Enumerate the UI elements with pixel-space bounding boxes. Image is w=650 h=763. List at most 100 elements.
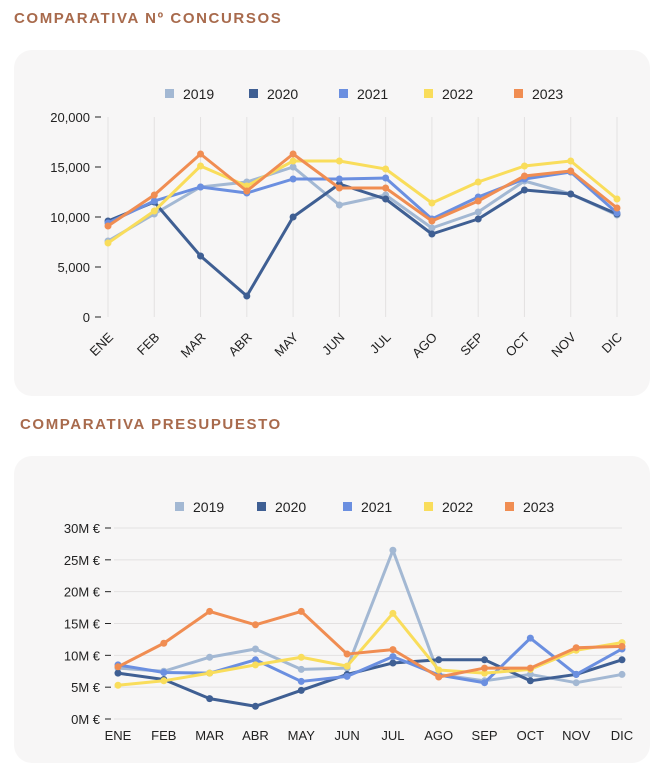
- x-tick-label: ENE: [105, 728, 132, 743]
- data-point: [520, 186, 528, 194]
- data-point: [613, 204, 621, 212]
- legend-label: 2020: [267, 86, 298, 102]
- data-point: [613, 195, 621, 203]
- data-point: [206, 669, 214, 677]
- y-tick-label: 0M €: [71, 712, 101, 727]
- legend-swatch: [339, 89, 348, 98]
- legend-label: 2022: [442, 86, 473, 102]
- data-point: [526, 664, 534, 672]
- data-point: [572, 644, 580, 652]
- y-tick-label: 15,000: [50, 160, 90, 175]
- data-point: [474, 197, 482, 205]
- data-point: [251, 702, 259, 710]
- x-tick-label: DIC: [611, 728, 633, 743]
- legend-swatch: [257, 502, 266, 511]
- data-point: [251, 621, 259, 629]
- legend-label: 2022: [442, 499, 473, 515]
- data-point: [197, 252, 205, 260]
- data-point: [114, 669, 122, 677]
- data-point: [104, 239, 112, 247]
- data-point: [335, 201, 343, 209]
- chart-title-concursos: COMPARATIVA Nº CONCURSOS: [14, 10, 283, 27]
- data-point: [481, 669, 489, 677]
- legend-swatch: [424, 89, 433, 98]
- data-point: [160, 677, 168, 685]
- x-tick-label: MAR: [195, 728, 224, 743]
- data-point: [389, 653, 397, 661]
- data-point: [428, 217, 436, 225]
- data-point: [481, 679, 489, 687]
- data-point: [206, 695, 214, 703]
- data-point: [526, 677, 534, 685]
- data-point: [289, 163, 297, 171]
- series-line-2019: [106, 165, 619, 243]
- data-point: [243, 292, 251, 300]
- data-point: [474, 178, 482, 186]
- data-point: [197, 183, 205, 191]
- legend-swatch: [175, 502, 184, 511]
- data-point: [206, 653, 214, 661]
- series-line-2023: [116, 609, 624, 679]
- data-point: [114, 681, 122, 689]
- data-point: [114, 663, 122, 671]
- x-tick-label: NOV: [562, 728, 591, 743]
- data-point: [251, 656, 259, 664]
- data-point: [428, 199, 436, 207]
- legend-swatch: [514, 89, 523, 98]
- y-tick-label: 20,000: [50, 110, 90, 125]
- series-2022: [104, 157, 621, 247]
- data-point: [297, 665, 305, 673]
- data-point: [572, 670, 580, 678]
- data-point: [150, 197, 158, 205]
- y-tick-label: 10M €: [64, 648, 101, 663]
- x-tick-label: OCT: [517, 728, 545, 743]
- data-point: [104, 222, 112, 230]
- data-point: [382, 195, 390, 203]
- data-point: [526, 670, 534, 678]
- data-point: [343, 672, 351, 680]
- y-tick-label: 0: [83, 310, 90, 325]
- data-point: [335, 184, 343, 192]
- data-point: [567, 190, 575, 198]
- data-point: [428, 224, 436, 232]
- data-point: [435, 673, 443, 681]
- data-point: [382, 174, 390, 182]
- data-point: [428, 230, 436, 238]
- data-point: [243, 187, 251, 195]
- legend-label: 2019: [183, 86, 214, 102]
- legend-label: 2020: [275, 499, 306, 515]
- data-point: [567, 167, 575, 175]
- x-tick-label: JUL: [381, 728, 404, 743]
- data-point: [251, 661, 259, 669]
- data-point: [206, 607, 214, 615]
- series-2023: [114, 607, 626, 681]
- data-point: [474, 215, 482, 223]
- chart-title-presupuesto: COMPARATIVA PRESUPUESTO: [20, 416, 282, 433]
- data-point: [197, 162, 205, 170]
- data-point: [297, 677, 305, 685]
- data-point: [382, 165, 390, 173]
- series-line-2021: [106, 170, 619, 225]
- x-tick-label: SEP: [472, 728, 498, 743]
- y-tick-label: 30M €: [64, 521, 101, 536]
- data-point: [526, 634, 534, 642]
- data-point: [520, 172, 528, 180]
- x-tick-label: JUN: [334, 728, 359, 743]
- data-point: [289, 213, 297, 221]
- y-tick-label: 5M €: [71, 680, 101, 695]
- data-point: [289, 175, 297, 183]
- data-point: [572, 679, 580, 687]
- legend-swatch: [165, 89, 174, 98]
- data-point: [160, 669, 168, 677]
- legend-label: 2023: [523, 499, 554, 515]
- data-point: [389, 609, 397, 617]
- y-tick-label: 25M €: [64, 553, 101, 568]
- data-point: [343, 650, 351, 658]
- data-point: [618, 642, 626, 650]
- series-line-2020: [116, 658, 624, 708]
- data-point: [335, 157, 343, 165]
- legend-label: 2021: [361, 499, 392, 515]
- legend-swatch: [505, 502, 514, 511]
- data-point: [289, 157, 297, 165]
